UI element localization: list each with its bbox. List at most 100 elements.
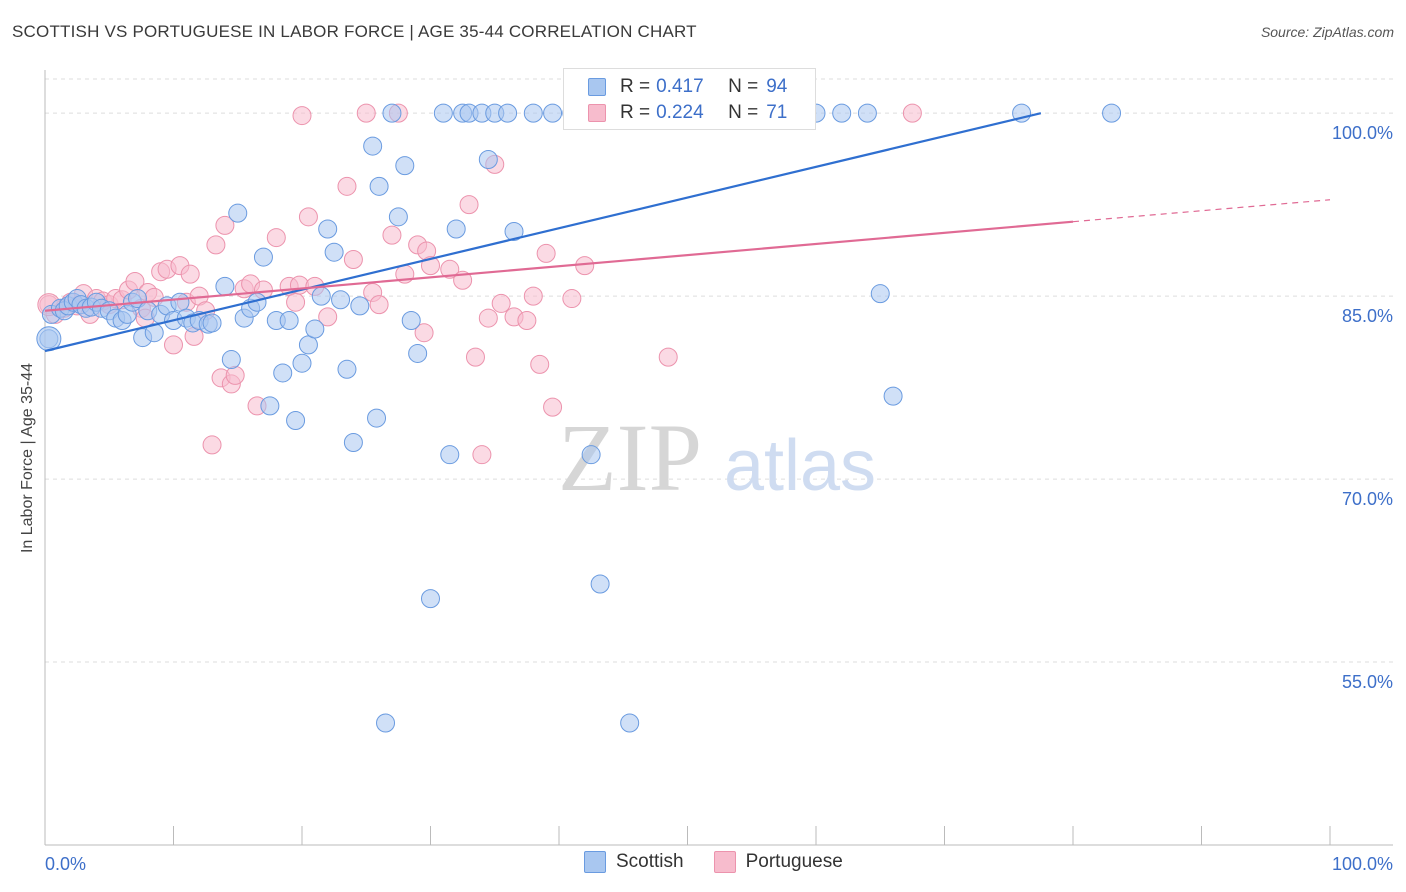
scottish-point xyxy=(343,432,363,452)
scottish-point xyxy=(292,353,312,373)
trend-lines xyxy=(44,112,1331,353)
scottish-point xyxy=(228,203,248,223)
scottish-legend-label: Scottish xyxy=(616,851,684,872)
x-tick-label-min: 0.0% xyxy=(45,854,86,874)
watermark-zip: ZIP xyxy=(558,404,702,511)
portuguese-trend-extension xyxy=(1072,199,1331,223)
portuguese-point xyxy=(562,289,582,309)
scottish-point xyxy=(408,343,428,363)
stats-legend: R = 0.417 N = 94 R = 0.224 N = 71 xyxy=(563,68,816,130)
scottish-point xyxy=(253,247,273,267)
n-label: N = xyxy=(728,76,759,97)
scottish-point xyxy=(260,396,280,416)
scottish-point xyxy=(350,296,370,316)
scottish-point xyxy=(421,589,440,609)
scottish-point xyxy=(504,221,524,241)
portuguese-point xyxy=(465,347,485,367)
x-tick-label-max: 100.0% xyxy=(1332,854,1393,874)
portuguese-point xyxy=(298,207,318,227)
portuguese-point xyxy=(369,295,389,315)
scottish-point xyxy=(832,103,852,123)
scottish-point xyxy=(401,311,421,331)
portuguese-point xyxy=(530,354,550,374)
scottish-point xyxy=(543,103,563,123)
scottish-point xyxy=(620,713,640,733)
portuguese-swatch xyxy=(588,104,606,122)
scottish-point xyxy=(883,386,903,406)
portuguese-r-value: 0.224 xyxy=(656,102,704,123)
portuguese-point xyxy=(543,397,563,417)
scottish-point xyxy=(1102,103,1122,123)
portuguese-point xyxy=(292,106,312,126)
r-label: R = xyxy=(620,76,651,97)
scottish-point xyxy=(311,286,331,306)
legend-item-portuguese[interactable]: Portuguese xyxy=(713,851,843,873)
scottish-point xyxy=(388,207,408,227)
scottish-point xyxy=(170,292,190,312)
portuguese-point xyxy=(382,225,402,245)
portuguese-legend-swatch xyxy=(713,851,736,873)
portuguese-point xyxy=(440,259,460,279)
scottish-r-value: 0.417 xyxy=(656,76,704,97)
scottish-point xyxy=(369,176,389,196)
portuguese-point xyxy=(215,215,235,235)
portuguese-point xyxy=(478,308,498,328)
scottish-point xyxy=(363,136,383,156)
portuguese-point xyxy=(180,264,200,284)
y-tick-label: 85.0% xyxy=(1342,306,1393,326)
scottish-point xyxy=(324,242,344,262)
portuguese-point xyxy=(536,243,556,263)
scottish-point xyxy=(523,103,543,123)
portuguese-point xyxy=(523,286,543,306)
source-label: Source: ZipAtlas.com xyxy=(1260,24,1394,40)
chart-title: SCOTTISH VS PORTUGUESE IN LABOR FORCE | … xyxy=(12,22,697,41)
scottish-n-value: 94 xyxy=(766,76,788,97)
n-label: N = xyxy=(728,102,759,123)
scottish-point xyxy=(318,219,338,239)
portuguese-point xyxy=(286,292,306,312)
scottish-point xyxy=(870,284,890,304)
portuguese-point xyxy=(902,103,922,123)
portuguese-point xyxy=(356,103,376,123)
scottish-point xyxy=(202,313,222,333)
portuguese-point xyxy=(164,335,183,355)
portuguese-point xyxy=(318,307,338,327)
portuguese-point xyxy=(414,323,434,343)
portuguese-point xyxy=(202,435,222,455)
scottish-point xyxy=(279,311,299,331)
grid-lines xyxy=(45,78,1395,663)
legend-row-scottish: R = 0.417 N = 94 xyxy=(564,75,787,99)
series-legend: Scottish Portuguese xyxy=(584,851,873,873)
scottish-point xyxy=(446,219,466,239)
portuguese-trend-line xyxy=(44,220,1074,312)
watermark: ZIP atlas xyxy=(558,404,876,511)
scottish-point xyxy=(382,103,402,123)
scottish-point xyxy=(857,103,877,123)
portuguese-n-value: 71 xyxy=(766,102,788,123)
r-label: R = xyxy=(620,102,651,123)
portuguese-point xyxy=(206,235,226,255)
scottish-point xyxy=(337,359,357,379)
scottish-point xyxy=(590,574,610,594)
portuguese-point xyxy=(343,250,363,270)
y-tick-label: 55.0% xyxy=(1342,672,1393,692)
scottish-point xyxy=(286,411,306,431)
portuguese-point xyxy=(225,365,245,385)
scottish-point xyxy=(498,103,518,123)
portuguese-point xyxy=(266,228,286,248)
scottish-point xyxy=(144,323,164,343)
scottish-point xyxy=(331,290,351,310)
tick-labels: 100.0% 85.0% 70.0% 55.0% 0.0% 100.0% xyxy=(45,123,1393,874)
portuguese-point xyxy=(658,347,678,367)
scottish-point xyxy=(433,103,453,123)
scottish-point xyxy=(395,156,415,176)
axes xyxy=(44,70,1393,846)
scottish-point xyxy=(298,335,318,355)
legend-item-scottish[interactable]: Scottish xyxy=(584,851,684,873)
scottish-point xyxy=(367,408,387,428)
legend-row-portuguese: R = 0.224 N = 71 xyxy=(564,101,787,125)
portuguese-legend-label: Portuguese xyxy=(745,851,843,872)
scottish-point xyxy=(376,713,396,733)
scottish-point xyxy=(440,445,460,465)
portuguese-point xyxy=(517,311,537,331)
